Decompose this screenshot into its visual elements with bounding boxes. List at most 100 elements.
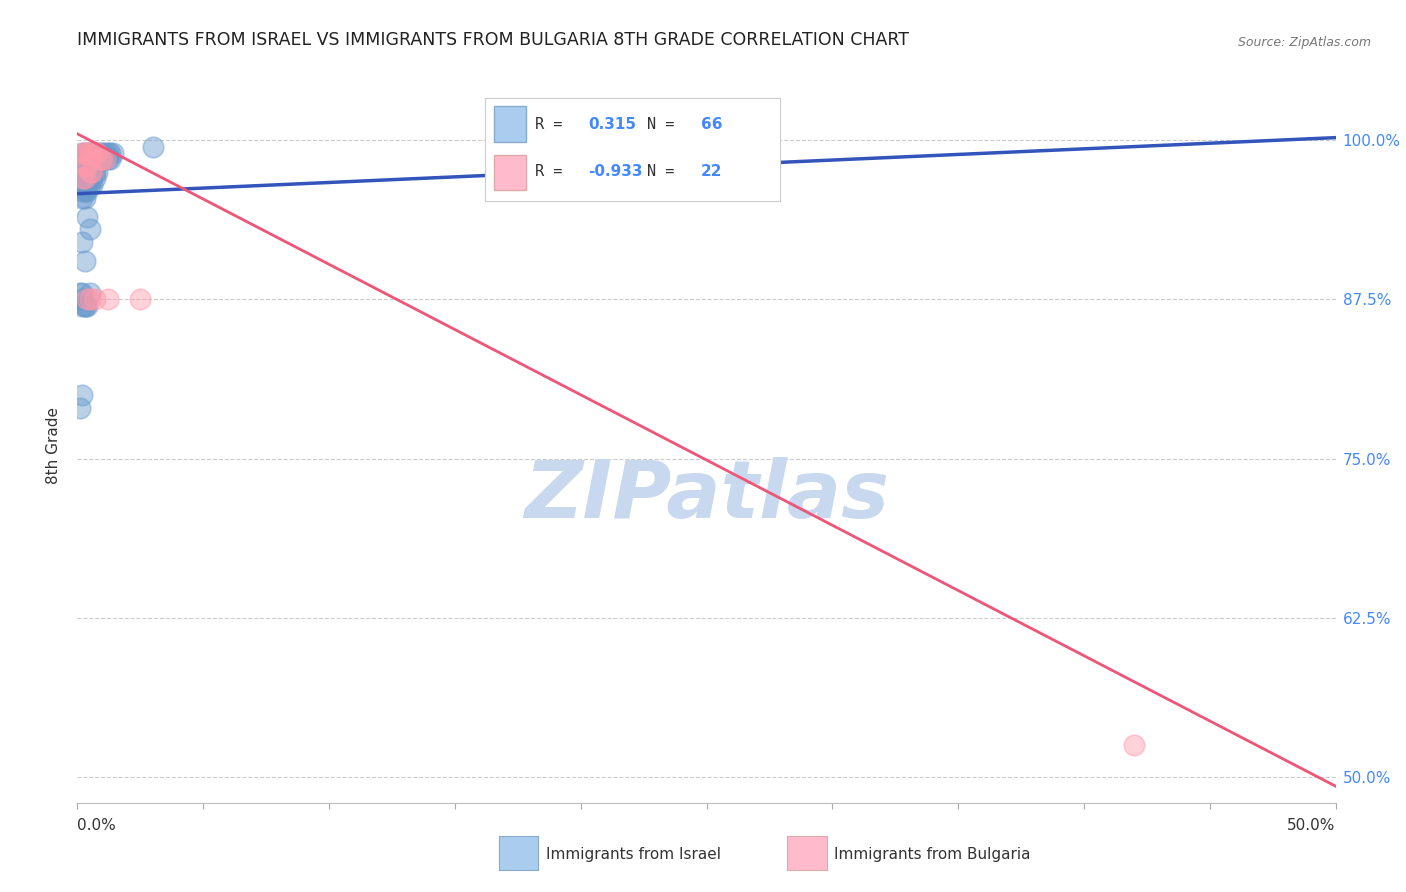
Point <box>73 299 96 313</box>
Point <box>79 171 101 186</box>
Point <box>76 145 98 160</box>
Point <box>86 145 108 160</box>
Point <box>82 145 104 160</box>
Point <box>72 299 94 313</box>
Point <box>73 165 96 179</box>
Point <box>73 145 96 160</box>
Point <box>73 153 96 167</box>
Point <box>91 153 114 167</box>
Text: 50.0%: 50.0% <box>1288 818 1336 833</box>
Point <box>96 153 118 167</box>
Point <box>79 178 101 192</box>
Text: 22: 22 <box>700 164 723 179</box>
Point <box>84 159 107 173</box>
Point <box>79 153 101 167</box>
Point <box>84 165 107 179</box>
Point <box>73 159 96 173</box>
Point <box>82 153 104 167</box>
Text: 66: 66 <box>700 117 723 132</box>
Text: 0.0%: 0.0% <box>77 818 117 833</box>
Text: IMMIGRANTS FROM ISRAEL VS IMMIGRANTS FROM BULGARIA 8TH GRADE CORRELATION CHART: IMMIGRANTS FROM ISRAEL VS IMMIGRANTS FRO… <box>77 31 910 49</box>
Text: -0.933: -0.933 <box>588 164 643 179</box>
Point <box>76 145 98 160</box>
Point <box>89 153 111 167</box>
Point <box>79 145 101 160</box>
Point <box>76 165 98 179</box>
Point <box>72 171 94 186</box>
Point <box>69 401 91 415</box>
Point <box>91 145 114 160</box>
Point <box>101 145 124 160</box>
Text: R =: R = <box>536 117 572 132</box>
Point <box>76 159 98 173</box>
Point <box>72 190 94 204</box>
Y-axis label: 8th Grade: 8th Grade <box>46 408 62 484</box>
Text: Immigrants from Bulgaria: Immigrants from Bulgaria <box>834 847 1031 862</box>
Point <box>72 184 94 198</box>
Point <box>82 159 104 173</box>
Point <box>79 145 101 160</box>
Point <box>82 178 104 192</box>
Point <box>89 145 111 160</box>
Point <box>84 145 107 160</box>
Point <box>73 184 96 198</box>
Point <box>76 178 98 192</box>
Point <box>73 159 96 173</box>
Point <box>94 153 117 167</box>
Point <box>69 286 91 301</box>
Point <box>72 145 94 160</box>
FancyBboxPatch shape <box>494 106 526 142</box>
Point <box>82 165 104 179</box>
Point <box>94 145 117 160</box>
Point <box>76 293 98 307</box>
Text: ZIPatlas: ZIPatlas <box>524 457 889 535</box>
Point <box>142 139 165 153</box>
Point <box>76 171 98 186</box>
Point <box>72 388 94 402</box>
Point <box>84 171 107 186</box>
Point <box>72 159 94 173</box>
Point <box>82 145 104 160</box>
Point <box>129 293 152 307</box>
Point <box>96 293 118 307</box>
Point <box>76 184 98 198</box>
Point <box>84 145 107 160</box>
Point <box>79 222 101 236</box>
Point <box>1123 739 1146 753</box>
Text: Immigrants from Israel: Immigrants from Israel <box>546 847 720 862</box>
Point <box>73 190 96 204</box>
Point <box>86 153 108 167</box>
Point <box>72 293 94 307</box>
Point <box>98 145 121 160</box>
Point <box>73 299 96 313</box>
Point <box>98 153 121 167</box>
Point <box>91 153 114 167</box>
Point <box>94 153 117 167</box>
Point <box>86 165 108 179</box>
Point <box>73 171 96 186</box>
Point <box>79 286 101 301</box>
Point <box>84 293 107 307</box>
Text: Source: ZipAtlas.com: Source: ZipAtlas.com <box>1237 36 1371 49</box>
Point <box>72 171 94 186</box>
Point <box>82 165 104 179</box>
Point <box>76 299 98 313</box>
Point <box>76 210 98 224</box>
Point <box>79 165 101 179</box>
Point <box>73 145 96 160</box>
Point <box>73 171 96 186</box>
FancyBboxPatch shape <box>494 154 526 190</box>
Point <box>89 153 111 167</box>
Text: R =: R = <box>536 164 572 179</box>
Point <box>79 159 101 173</box>
Text: N =: N = <box>647 164 683 179</box>
Point <box>96 145 118 160</box>
Point <box>82 171 104 186</box>
Text: N =: N = <box>647 117 683 132</box>
Point <box>72 286 94 301</box>
Point <box>76 153 98 167</box>
Point <box>72 145 94 160</box>
Point <box>79 165 101 179</box>
Point <box>86 145 108 160</box>
Text: 0.315: 0.315 <box>588 117 637 132</box>
